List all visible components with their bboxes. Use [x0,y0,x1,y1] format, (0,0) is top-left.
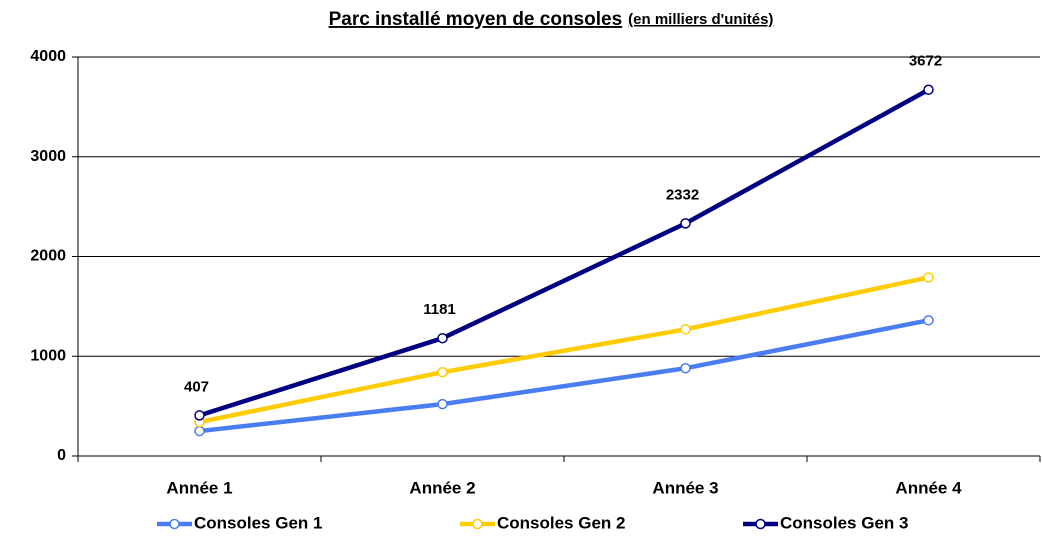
data-label: 1181 [423,301,456,318]
legend-label: Consoles Gen 2 [497,513,625,532]
legend-label: Consoles Gen 1 [194,513,322,532]
point [437,332,448,344]
series-line [198,87,930,418]
y-tick-label: 4000 [30,48,66,65]
series-line [199,318,929,434]
point [923,84,934,95]
x-tick-label: Année 2 [409,478,475,497]
legend-label: Consoles Gen 3 [780,513,908,532]
x-tick-label: Année 4 [895,478,962,497]
point [923,315,934,326]
legend-marker [472,518,483,530]
point [437,398,448,410]
series-line [199,275,929,425]
point [680,362,691,374]
legend-marker [169,518,180,530]
x-tick-label: Année 3 [652,478,718,497]
data-label: 2332 [666,186,699,203]
legend-marker [755,518,766,530]
data-label: 407 [184,378,209,395]
point [923,272,934,283]
y-tick-label: 1000 [30,347,66,364]
point [194,410,205,421]
point [194,425,205,437]
y-tick-label: 3000 [30,148,66,165]
x-tick-label: Année 1 [166,478,232,497]
chart-title: Parc installé moyen de consoles [329,9,623,30]
y-tick-label: 0 [57,447,66,464]
chart-title-group: Parc installé moyen de consoles (en milli… [329,9,774,30]
point [437,366,448,378]
point [680,218,691,229]
data-label: 3672 [909,53,942,70]
chart-subtitle: (en milliers d'unités) [628,11,773,28]
point [680,324,691,335]
y-tick-label: 2000 [30,248,66,265]
